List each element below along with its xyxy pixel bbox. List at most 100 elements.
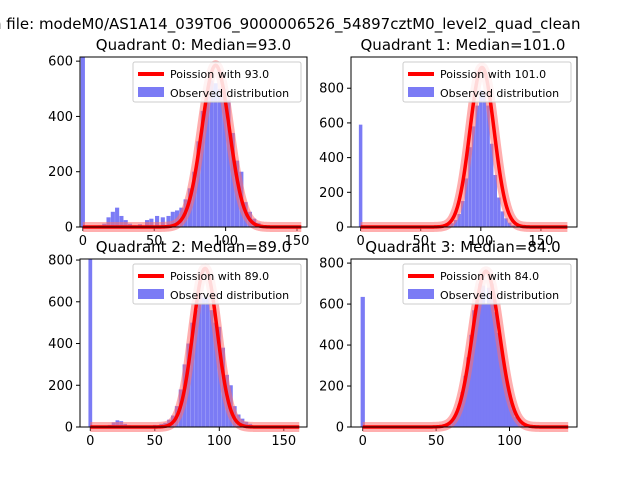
histogram-bar: [119, 215, 124, 227]
legend-entry-observed: Observed distribution: [170, 87, 289, 100]
legend-box: [402, 61, 572, 103]
legend-hist-swatch: [408, 87, 434, 97]
figure-suptitle: n file: modeM0/AS1A14_039T06_9000006526_…: [0, 15, 581, 34]
legend-entry-observed: Observed distribution: [440, 87, 559, 100]
histogram-bar: [486, 105, 490, 227]
plot-frame: [79, 258, 308, 428]
y-axis-ticks: 0 200 400 600 800: [319, 257, 351, 436]
histogram-bar: [504, 381, 509, 427]
histogram-bar: [478, 283, 483, 427]
y-tick-label: 600: [319, 116, 344, 131]
plot-frame: [350, 56, 578, 228]
histogram-bar: [360, 296, 365, 427]
legend-box: [132, 263, 302, 305]
x-tick-label: 100: [497, 434, 522, 449]
histogram-bar: [110, 211, 115, 227]
x-tick-label: 100: [213, 234, 238, 249]
histogram-bar: [489, 143, 494, 227]
y-tick-label: 0: [336, 421, 344, 436]
y-tick-label: 800: [319, 257, 344, 272]
plot-frame: [79, 56, 308, 228]
x-tick-label: 0: [79, 234, 87, 249]
histogram-bar: [205, 297, 210, 427]
legend-entry-poisson: Poission with 84.0: [440, 270, 539, 283]
histogram-bar: [190, 322, 195, 427]
histogram-bar: [217, 88, 222, 227]
x-axis-ticks: 0 50 100 150: [356, 227, 553, 249]
histogram-bar: [213, 83, 218, 227]
legend-hist-swatch: [138, 289, 164, 299]
x-tick-label: 150: [271, 434, 296, 449]
y-tick-label: 200: [48, 165, 73, 180]
legend: Poission with 89.0 Observed distribution: [132, 263, 302, 305]
legend-entry-poisson: Poission with 89.0: [170, 270, 269, 283]
histogram-bar: [475, 295, 480, 427]
legend: Poission with 84.0 Observed distribution: [402, 263, 572, 305]
legend-hist-swatch: [408, 289, 434, 299]
legend: Poission with 101.0 Observed distributio…: [402, 61, 572, 103]
histogram-bar: [196, 141, 201, 227]
histogram-bar: [466, 357, 471, 427]
y-tick-label: 0: [65, 221, 73, 236]
histogram-bar: [471, 126, 476, 227]
y-tick-label: 200: [319, 186, 344, 201]
legend-entry-poisson: Poission with 101.0: [440, 68, 546, 81]
panel-title: Quadrant 3: Median=84.0: [365, 238, 560, 256]
panel-quadrant-1: Quadrant 1: Median=101.0 0 200 400 600 800 0…: [319, 36, 578, 249]
histogram-bar: [493, 174, 497, 227]
histogram-bar: [489, 283, 495, 427]
histogram-bar: [501, 365, 506, 427]
y-tick-label: 400: [319, 151, 344, 166]
histogram-bar: [464, 178, 469, 227]
y-tick-label: 800: [319, 82, 344, 97]
histogram-bar: [492, 312, 497, 427]
legend-entry-poisson: Poission with 93.0: [170, 68, 269, 81]
histogram-bar: [457, 213, 461, 227]
x-tick-label: 150: [529, 234, 554, 249]
legend-hist-swatch: [138, 87, 164, 97]
x-tick-label: 50: [412, 234, 429, 249]
histogram-bar: [453, 220, 458, 227]
histogram-bar: [480, 285, 486, 427]
y-axis-ticks: 0 200 400 600 800: [48, 254, 80, 436]
histogram-bar: [507, 396, 512, 427]
histogram-bars: [358, 89, 520, 227]
x-tick-label: 0: [356, 234, 364, 249]
histogram-bar: [209, 80, 214, 227]
legend-box: [402, 263, 572, 305]
y-tick-label: 800: [48, 254, 73, 269]
x-tick-label: 100: [207, 434, 232, 449]
legend: Poission with 93.0 Observed distribution: [132, 61, 302, 103]
y-tick-label: 400: [48, 337, 73, 352]
histogram-bar: [115, 207, 120, 227]
histogram-bar: [469, 334, 474, 427]
panel-title: Quadrant 2: Median=89.0: [96, 238, 291, 256]
x-tick-label: 0: [86, 434, 94, 449]
histogram-bar: [497, 197, 501, 227]
y-axis-ticks: 0 200 400 600: [48, 55, 80, 236]
legend-entry-observed: Observed distribution: [170, 289, 289, 302]
y-tick-label: 0: [65, 421, 73, 436]
histogram-bar: [468, 147, 472, 227]
histogram-bar: [479, 89, 483, 227]
histogram-bar: [482, 91, 487, 227]
histogram-bar: [495, 332, 500, 427]
y-axis-ticks: 0 200 400 600 800: [319, 82, 351, 236]
histogram-bar: [200, 110, 205, 227]
histogram-bar: [461, 200, 465, 227]
histogram-bars: [360, 283, 531, 427]
panel-quadrant-2: Quadrant 2: Median=89.0 0 200 400 600 800 0 5…: [48, 238, 308, 449]
y-tick-label: 400: [319, 339, 344, 354]
y-tick-label: 200: [319, 380, 344, 395]
histogram-bar: [358, 124, 363, 227]
histogram-bar: [226, 99, 231, 227]
histogram-bar: [204, 94, 210, 227]
legend-entry-observed: Observed distribution: [440, 289, 559, 302]
histogram-bar: [483, 304, 489, 427]
x-tick-label: 100: [468, 234, 493, 249]
histogram-bar: [155, 215, 160, 227]
x-tick-label: 50: [146, 234, 163, 249]
histogram-bar: [472, 310, 477, 427]
y-tick-label: 200: [48, 379, 73, 394]
